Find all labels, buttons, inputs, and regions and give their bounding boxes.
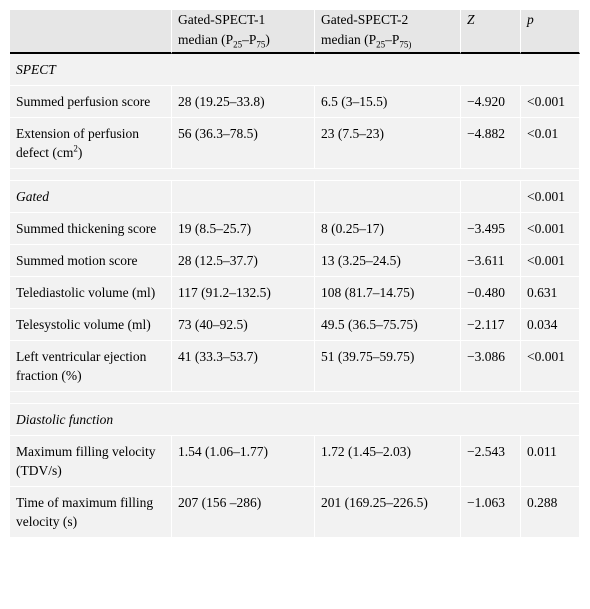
row-label: Left ventricular ejection fraction (%) [10, 341, 172, 392]
cell-gated-1: 1.54 (1.06–1.77) [172, 436, 315, 487]
spacer-row [10, 169, 580, 181]
cell-gated-1: 207 (156 –286) [172, 487, 315, 538]
header-gated-spect-1: Gated-SPECT-1 median (P25–P75) [172, 10, 315, 54]
header-z: Z [461, 10, 521, 54]
header-gated-spect-2: Gated-SPECT-2 median (P25–P75) [315, 10, 461, 54]
section-row-diastolic: Diastolic function [10, 404, 580, 436]
cell-p: 0.288 [521, 487, 580, 538]
table-row: Summed perfusion score 28 (19.25–33.8) 6… [10, 86, 580, 118]
table-row: Left ventricular ejection fraction (%) 4… [10, 341, 580, 392]
cell-p: <0.01 [521, 118, 580, 169]
cell-p: <0.001 [521, 86, 580, 118]
header-variable [10, 10, 172, 54]
cell-z: −2.543 [461, 436, 521, 487]
cell-gated-1: 41 (33.3–53.7) [172, 341, 315, 392]
section-p: <0.001 [521, 181, 580, 213]
cell-p: <0.001 [521, 213, 580, 245]
cell-p: 0.631 [521, 277, 580, 309]
cell-z: −0.480 [461, 277, 521, 309]
row-label: Summed thickening score [10, 213, 172, 245]
table-row: Maximum filling velocity (TDV/s) 1.54 (1… [10, 436, 580, 487]
cell-gated-2: 13 (3.25–24.5) [315, 245, 461, 277]
cell-p: <0.001 [521, 245, 580, 277]
row-label: Telesystolic volume (ml) [10, 309, 172, 341]
table-row: Telediastolic volume (ml) 117 (91.2–132.… [10, 277, 580, 309]
table-row: Summed thickening score 19 (8.5–25.7) 8 … [10, 213, 580, 245]
table-row: Telesystolic volume (ml) 73 (40–92.5) 49… [10, 309, 580, 341]
results-table: Gated-SPECT-1 median (P25–P75) Gated-SPEC… [10, 10, 580, 538]
cell-gated-2: 1.72 (1.45–2.03) [315, 436, 461, 487]
cell-gated-1: 28 (19.25–33.8) [172, 86, 315, 118]
section-row-spect: SPECT [10, 54, 580, 86]
spacer-row [10, 392, 580, 404]
cell-gated-1: 73 (40–92.5) [172, 309, 315, 341]
cell-z: −3.611 [461, 245, 521, 277]
cell-gated-1: 117 (91.2–132.5) [172, 277, 315, 309]
header-row: Gated-SPECT-1 median (P25–P75) Gated-SPEC… [10, 10, 580, 54]
cell-gated-2: 6.5 (3–15.5) [315, 86, 461, 118]
section-label: SPECT [10, 54, 580, 86]
section-label: Diastolic function [10, 404, 580, 436]
cell-gated-1: 56 (36.3–78.5) [172, 118, 315, 169]
cell-z: −3.495 [461, 213, 521, 245]
table-row: Extension of perfusion defect (cm2) 56 (… [10, 118, 580, 169]
results-table-container: Gated-SPECT-1 median (P25–P75) Gated-SPEC… [10, 10, 580, 538]
cell-p: 0.034 [521, 309, 580, 341]
cell-gated-2: 201 (169.25–226.5) [315, 487, 461, 538]
cell-gated-2: 51 (39.75–59.75) [315, 341, 461, 392]
row-label: Telediastolic volume (ml) [10, 277, 172, 309]
cell-gated-2: 23 (7.5–23) [315, 118, 461, 169]
cell-gated-1: 19 (8.5–25.7) [172, 213, 315, 245]
cell-p: <0.001 [521, 341, 580, 392]
cell-z: −3.086 [461, 341, 521, 392]
cell-z: −4.882 [461, 118, 521, 169]
row-label: Maximum filling velocity (TDV/s) [10, 436, 172, 487]
cell-gated-2: 8 (0.25–17) [315, 213, 461, 245]
table-row: Summed motion score 28 (12.5–37.7) 13 (3… [10, 245, 580, 277]
section-label: Gated [10, 181, 172, 213]
header-p: p [521, 10, 580, 54]
section-row-gated: Gated <0.001 [10, 181, 580, 213]
row-label: Summed motion score [10, 245, 172, 277]
cell-z: −2.117 [461, 309, 521, 341]
cell-gated-1: 28 (12.5–37.7) [172, 245, 315, 277]
cell-p: 0.011 [521, 436, 580, 487]
cell-gated-2: 49.5 (36.5–75.75) [315, 309, 461, 341]
cell-z: −4.920 [461, 86, 521, 118]
row-label: Time of maximum filling velocity (s) [10, 487, 172, 538]
table-row: Time of maximum filling velocity (s) 207… [10, 487, 580, 538]
cell-gated-2: 108 (81.7–14.75) [315, 277, 461, 309]
row-label: Summed perfusion score [10, 86, 172, 118]
row-label: Extension of perfusion defect (cm2) [10, 118, 172, 169]
cell-z: −1.063 [461, 487, 521, 538]
